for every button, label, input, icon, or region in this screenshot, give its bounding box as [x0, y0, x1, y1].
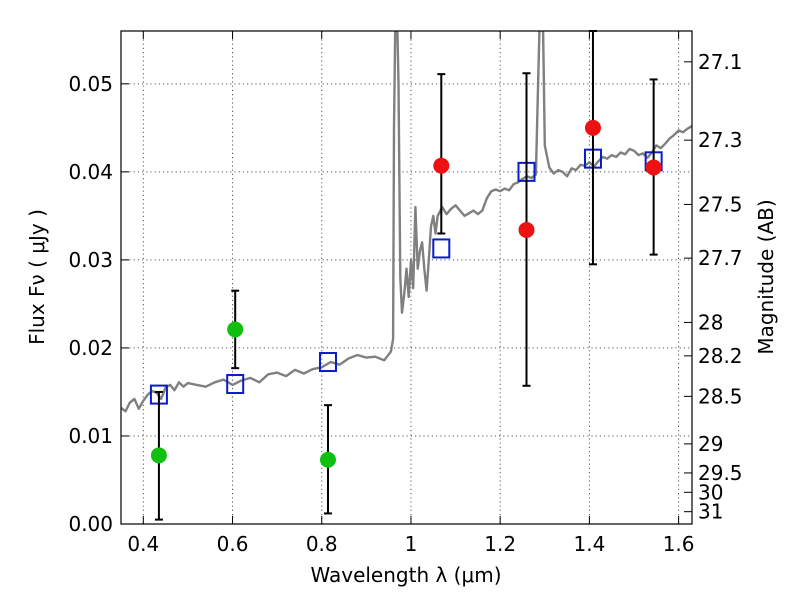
x-tick-label: 1.4 [573, 532, 605, 556]
right-tick-label: 28 [698, 310, 723, 334]
right-tick-label: 27.7 [698, 246, 743, 270]
y-tick-label: 0.05 [68, 72, 113, 96]
right-tick-label: 28.5 [698, 384, 743, 408]
y-tick-label: 0.01 [68, 424, 113, 448]
x-tick-label: 0.6 [217, 532, 249, 556]
right-tick-label: 27.3 [698, 128, 743, 152]
x-tick-labels: 0.4 0.6 0.8 1 1.2 1.4 1.6 [127, 532, 694, 556]
y-tick-label: 0.03 [68, 248, 113, 272]
plot-frame [120, 30, 693, 525]
x-tick-label: 1 [405, 532, 418, 556]
y-tick-label: 0.02 [68, 336, 113, 360]
right-tick-label: 28.2 [698, 344, 743, 368]
model-square-point [432, 238, 451, 259]
axis-ticks [121, 31, 692, 525]
x-axis-label: Wavelength λ (μm) [310, 563, 501, 587]
x-tick-label: 0.4 [127, 532, 159, 556]
measured-point [319, 451, 336, 468]
x-tick-label: 1.2 [484, 532, 516, 556]
measured-point [645, 159, 662, 176]
measured-point [584, 119, 601, 136]
right-tick-label: 27.5 [698, 192, 743, 216]
measured-point [518, 221, 535, 238]
right-tick-label: 29 [698, 432, 723, 456]
model-square-point [318, 352, 337, 373]
measured-point [150, 447, 167, 464]
right-tick-label: 29.5 [698, 461, 743, 485]
x-tick-label: 1.6 [663, 532, 695, 556]
right-tick-label: 31 [698, 500, 723, 524]
right-tick-label: 27.1 [698, 50, 743, 74]
x-tick-label: 0.8 [306, 532, 338, 556]
spectrum-line [121, 31, 692, 413]
measured-point [227, 321, 244, 338]
measured-points-series [150, 119, 662, 468]
y-tick-label: 0.00 [68, 512, 113, 536]
right-tick-label: 30 [698, 480, 723, 504]
measured-point [433, 157, 450, 174]
model-square-point [226, 374, 245, 395]
y-tick-labels: 0.00 0.01 0.02 0.03 0.04 0.05 [68, 72, 113, 536]
right-axis-label: Magnitude (AB) [754, 199, 778, 354]
y-axis-label: Flux Fν ( μJy ) [25, 209, 49, 345]
y-tick-label: 0.04 [68, 160, 113, 184]
spectrum-series [121, 31, 692, 413]
